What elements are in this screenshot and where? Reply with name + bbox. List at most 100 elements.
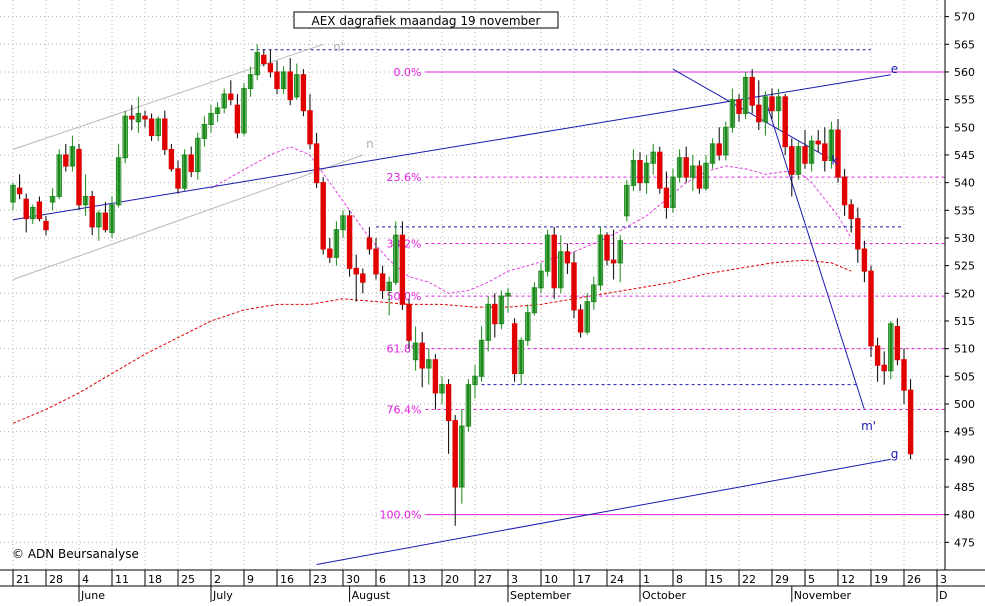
x-tick-label: 30 — [346, 573, 360, 586]
candle-down — [789, 146, 795, 175]
candle-down — [300, 74, 307, 112]
candle-down — [406, 303, 412, 341]
candle-up-fill — [117, 157, 120, 205]
candle-down — [610, 259, 617, 264]
x-tick-label: 8 — [676, 573, 683, 586]
channel-line — [12, 43, 324, 150]
candle-down — [868, 270, 874, 347]
line-label: n — [366, 137, 374, 151]
candle-down — [89, 195, 95, 228]
candle-down — [76, 148, 82, 206]
candle-down — [313, 143, 320, 184]
candle-up-fill — [731, 99, 734, 128]
candle-down — [360, 273, 366, 283]
candle-up-fill — [744, 77, 747, 114]
candle-up-fill — [335, 229, 338, 258]
x-tick-label: 24 — [610, 573, 624, 586]
x-tick-label: 5 — [808, 573, 815, 586]
fib-level-label: 61.8% — [387, 343, 422, 356]
ma-short-line — [210, 146, 852, 294]
candle-up-fill — [97, 213, 101, 227]
candle-down — [815, 140, 821, 145]
candle-down — [63, 154, 69, 167]
candle-down — [874, 345, 881, 366]
candle-up-fill — [203, 124, 206, 139]
x-tick-label: 20 — [445, 573, 459, 586]
fib-level-label: 0.0% — [394, 66, 422, 79]
candle-down — [373, 248, 379, 275]
candle-down — [162, 118, 168, 150]
chart-title-box — [293, 11, 559, 29]
candle-down — [142, 115, 148, 120]
candle-down — [287, 71, 293, 101]
x-tick-label: 10 — [544, 573, 558, 586]
chart-text: AEX dagrafiek maandag 19 november © ADN … — [12, 11, 559, 561]
fib-level-label: 23.6% — [387, 171, 422, 184]
candle-down — [756, 104, 762, 123]
candle-down — [234, 104, 241, 134]
candle-down — [320, 182, 326, 250]
candle-up-fill — [486, 304, 490, 341]
candle-up-fill — [533, 287, 536, 313]
trend-line-mp — [764, 99, 865, 410]
x-tick-label: 25 — [181, 573, 195, 586]
x-tick-label: 26 — [907, 573, 921, 586]
y-tick-label: 570 — [954, 11, 975, 24]
y-tick-label: 565 — [954, 38, 975, 51]
y-tick-label: 525 — [954, 260, 975, 273]
candles — [10, 44, 914, 526]
y-tick-label: 550 — [954, 121, 975, 134]
candle-up-fill — [282, 71, 285, 89]
month-label: June — [80, 589, 105, 602]
candle-up-fill — [519, 340, 523, 374]
x-tick-label: 16 — [280, 573, 294, 586]
candle-up-fill — [249, 74, 252, 89]
x-tick-label: 12 — [841, 573, 855, 586]
trend-line-g — [316, 458, 891, 565]
candle-up-fill — [440, 384, 444, 393]
candle-up-fill — [632, 160, 635, 186]
candle-up-fill — [11, 185, 15, 202]
x-tick-label: 13 — [412, 573, 426, 586]
candle-up-fill — [427, 359, 431, 369]
x-tick-label: 23 — [313, 573, 327, 586]
candle-up-fill — [473, 376, 477, 385]
line-labels: e k m' g n' n — [333, 40, 898, 461]
x-tick-label: 19 — [874, 573, 888, 586]
candle-up-fill — [651, 152, 655, 164]
x-tick-label: 28 — [49, 573, 63, 586]
line-label: k — [831, 153, 838, 167]
candle-down — [445, 384, 452, 422]
candle-up-fill — [216, 107, 219, 114]
candle-up-fill — [671, 177, 675, 208]
candle-up-fill — [645, 163, 648, 183]
y-tick-label: 495 — [954, 426, 975, 439]
candle-down — [168, 148, 175, 170]
y-tick-label: 520 — [954, 287, 975, 300]
candle-up-fill — [764, 96, 767, 122]
x-tick-label: 18 — [148, 573, 162, 586]
candle-down — [261, 54, 267, 65]
x-tick-label: 2 — [214, 573, 221, 586]
candle-down — [267, 63, 274, 73]
candle-down — [16, 187, 23, 195]
x-tick-label: 3 — [940, 573, 947, 586]
copyright-text: © ADN Beursanalyse — [12, 547, 139, 561]
candle-down — [657, 151, 663, 189]
candle-down — [274, 71, 280, 90]
y-tick-label: 475 — [954, 536, 975, 549]
month-label: July — [212, 589, 233, 602]
candle-down — [511, 323, 518, 375]
candle-up-fill — [156, 118, 160, 136]
x-tick-label: 17 — [577, 573, 591, 586]
candle-up-fill — [810, 141, 813, 164]
candle-down — [901, 359, 907, 391]
candle-up-fill — [71, 146, 74, 167]
candle-up-fill — [625, 185, 629, 216]
candle-up-fill — [255, 52, 259, 75]
month-label: D — [939, 589, 947, 602]
candle-up-fill — [797, 146, 800, 175]
candle-up-fill — [196, 138, 200, 172]
x-tick-label: 15 — [709, 573, 723, 586]
